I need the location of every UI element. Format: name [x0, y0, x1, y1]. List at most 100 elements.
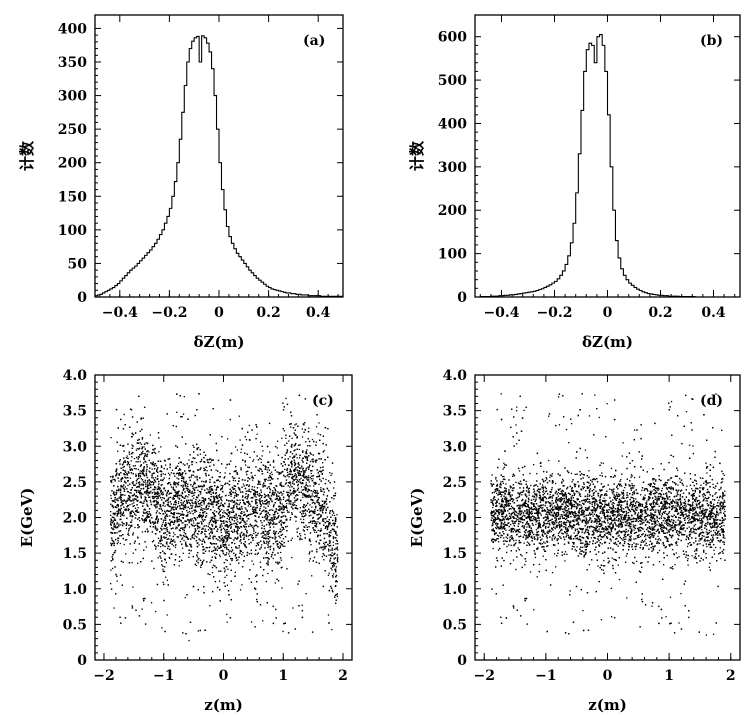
scatter-point [239, 499, 241, 501]
y-tick-label: 1.0 [63, 582, 88, 598]
scatter-point [267, 541, 269, 543]
scatter-point [143, 502, 145, 504]
scatter-point [210, 461, 212, 463]
scatter-point [179, 519, 182, 521]
scatter-point [110, 497, 112, 500]
scatter-point [253, 451, 255, 453]
scatter-point [181, 537, 184, 539]
scatter-point [156, 469, 158, 472]
scatter-point [333, 512, 335, 514]
scatter-point [285, 397, 287, 400]
scatter-point [197, 558, 199, 561]
histogram-bin [202, 36, 204, 297]
scatter-point [209, 490, 211, 493]
scatter-point [218, 493, 221, 496]
scatter-point [118, 523, 120, 525]
scatter-point [307, 475, 310, 477]
scatter-point [207, 489, 209, 491]
scatter-point [272, 519, 274, 521]
scatter-point [239, 502, 241, 504]
scatter-point [153, 449, 155, 451]
scatter-point [157, 537, 160, 539]
scatter-point [294, 455, 296, 457]
scatter-point [177, 502, 180, 505]
scatter-point [274, 498, 277, 500]
scatter-point [206, 536, 208, 538]
scatter-point [194, 535, 196, 537]
scatter-point [320, 546, 322, 548]
scatter-point [221, 516, 223, 519]
scatter-point [286, 471, 289, 474]
scatter-point [212, 506, 214, 508]
scatter-point [281, 485, 283, 488]
scatter-point [260, 505, 262, 508]
scatter-point [236, 449, 239, 451]
scatter-point [202, 497, 204, 499]
scatter-point [328, 554, 330, 556]
scatter-point [302, 469, 304, 471]
scatter-point [199, 453, 202, 455]
scatter-point [141, 446, 144, 449]
scatter-point [266, 517, 268, 520]
scatter-point [332, 537, 335, 540]
scatter-point [235, 490, 237, 492]
scatter-point [289, 486, 291, 488]
scatter-point [173, 482, 175, 484]
scatter-point [328, 540, 331, 542]
scatter-point [209, 573, 211, 576]
scatter-point [164, 505, 166, 507]
x-tick-label: 0.4 [306, 305, 331, 321]
scatter-point [217, 502, 220, 505]
scatter-point [283, 522, 285, 525]
scatter-point [139, 474, 141, 477]
scatter-point [223, 510, 225, 512]
x-tick-label: 1 [278, 668, 288, 684]
scatter-point [300, 477, 302, 480]
scatter-point [231, 507, 233, 510]
scatter-point [318, 503, 320, 505]
scatter-point [234, 503, 236, 505]
scatter-point [330, 474, 332, 477]
scatter-point [146, 442, 149, 444]
scatter-point [332, 541, 334, 543]
scatter-point [226, 534, 228, 536]
scatter-point [197, 533, 199, 535]
scatter-point [269, 487, 271, 490]
scatter-point [220, 484, 222, 487]
scatter-point [254, 495, 256, 497]
scatter-point [277, 471, 279, 473]
scatter-point [146, 513, 149, 515]
scatter-point [145, 546, 148, 548]
scatter-point [196, 556, 199, 558]
histogram-bin [150, 250, 152, 297]
scatter-point [224, 554, 226, 556]
scatter-point [226, 438, 229, 440]
scatter-point [135, 498, 137, 500]
scatter-point [300, 486, 303, 488]
scatter-point [112, 478, 114, 481]
scatter-point [196, 523, 198, 525]
scatter-point [314, 525, 316, 527]
histogram-bin [586, 50, 589, 297]
scatter-point [336, 558, 339, 560]
scatter-point [307, 466, 309, 468]
scatter-point [226, 613, 228, 616]
scatter-point [290, 500, 292, 502]
scatter-point [185, 509, 188, 512]
scatter-point [182, 413, 185, 415]
scatter-point [221, 525, 223, 527]
scatter-point [319, 516, 322, 518]
scatter-point [330, 532, 332, 534]
histogram-bin [199, 62, 201, 297]
scatter-point [226, 548, 228, 550]
scatter-point [162, 473, 164, 475]
scatter-point [323, 449, 325, 452]
scatter-point [318, 422, 320, 424]
scatter-point [120, 507, 122, 510]
histogram-bin [246, 267, 248, 297]
scatter-point [270, 509, 272, 511]
scatter-point [169, 515, 171, 517]
scatter-point [263, 496, 266, 499]
scatter-point [172, 535, 174, 538]
scatter-point [141, 483, 143, 485]
